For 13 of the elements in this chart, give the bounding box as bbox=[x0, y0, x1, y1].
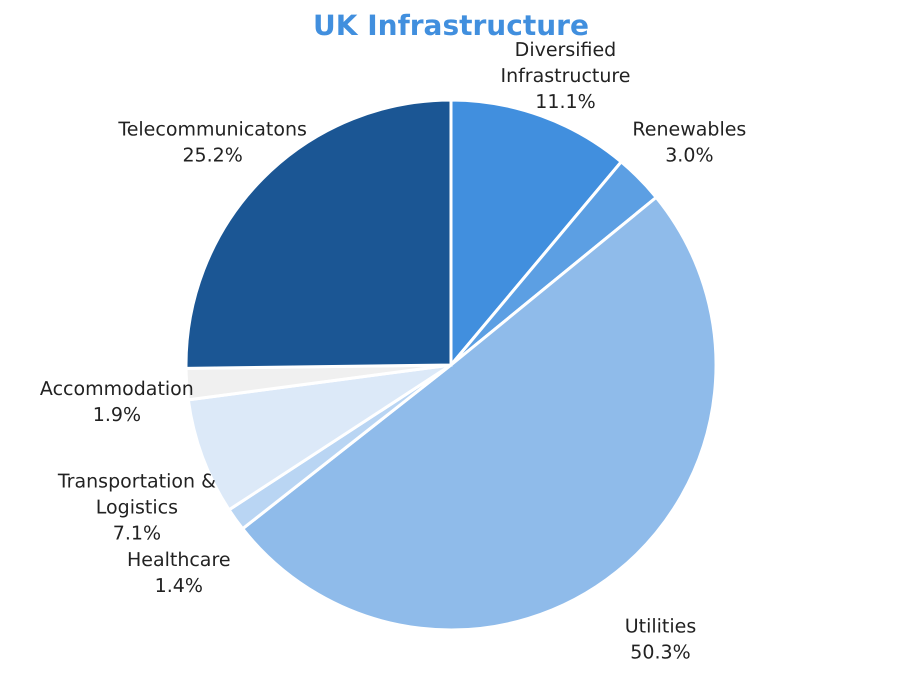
slice-label: Accommodation bbox=[40, 378, 194, 400]
slice-label: Renewables bbox=[632, 118, 746, 141]
data-label: 1.4% bbox=[154, 575, 203, 598]
data-label: 25.2% bbox=[182, 144, 243, 167]
slice-label: Utilities bbox=[624, 615, 696, 638]
slice-label: Transportation & Logistics bbox=[56, 470, 216, 518]
slice-label: Healthcare bbox=[126, 549, 231, 572]
data-label: 11.1% bbox=[535, 91, 596, 114]
data-label: 3.0% bbox=[665, 144, 714, 167]
slice-label: Telecommunicatons bbox=[117, 118, 307, 141]
data-label: 50.3% bbox=[630, 641, 691, 664]
data-label: 1.9% bbox=[92, 404, 142, 426]
data-label: 7.1% bbox=[112, 522, 162, 544]
